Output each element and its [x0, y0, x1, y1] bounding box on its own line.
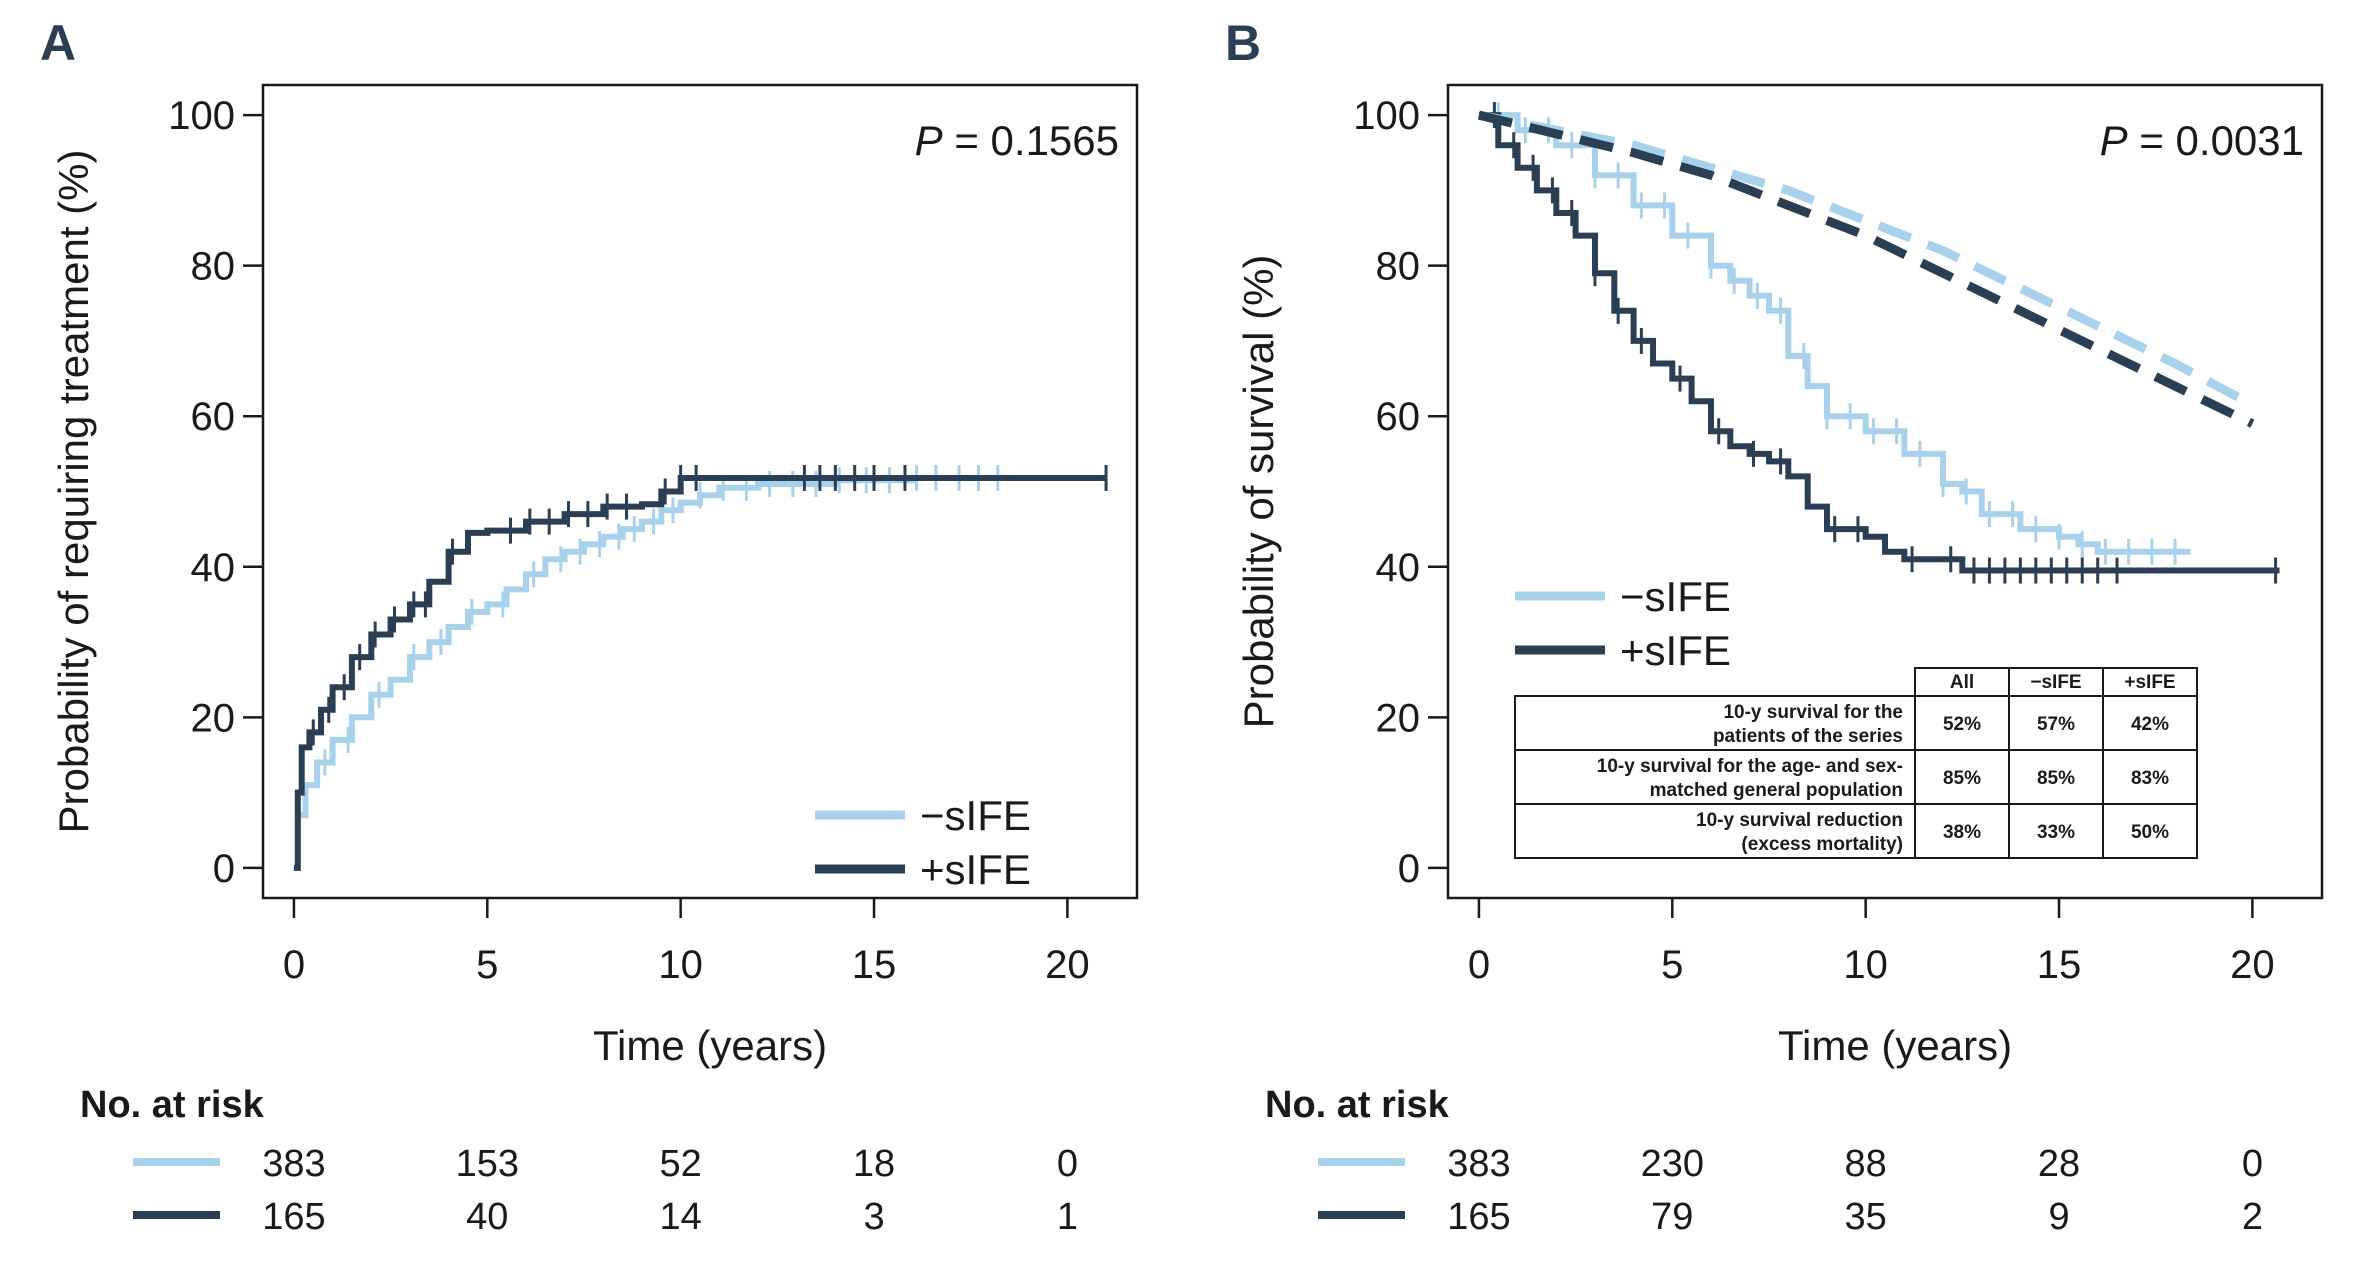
panel-b-series-1-line: [1478, 112, 2280, 574]
panel-b-inset-row-1-value-0: 85%: [1943, 768, 1981, 789]
panel-b-inset-row-0-label-line: patients of the series: [1713, 726, 1903, 747]
panel-b-risk-row-0-value-3: 28: [2038, 1143, 2080, 1185]
panel-a-xtick-label: 5: [476, 943, 498, 987]
panel-a-risk-row-1-value-2: 14: [660, 1196, 702, 1238]
panel-a-risk-row-1-value-0: 165: [262, 1196, 325, 1238]
panel-b-p-value: P = 0.0031: [2100, 117, 2304, 164]
panel-a-risk-row-0-value-0: 383: [262, 1143, 325, 1185]
panel-a-xtick-label: 10: [658, 943, 703, 987]
panel-b-xtick-label: 20: [2230, 943, 2275, 987]
panel-b-risk-title: No. at risk: [1265, 1084, 1450, 1126]
panel-a-risk-row-1-value-3: 3: [863, 1196, 884, 1238]
panel-a-legend-label-1: +sIFE: [920, 846, 1031, 893]
panel-b-ytick-label: 100: [1353, 94, 1420, 138]
panel-a-xtick-label: 20: [1045, 943, 1090, 987]
panel-a-risk-title: No. at risk: [80, 1084, 265, 1126]
panel-b-inset-label-cell: [1514, 803, 1916, 859]
panel-b-p-number: = 0.0031: [2128, 117, 2304, 164]
panel-b-inset-row-2-value-2: 50%: [2131, 822, 2169, 843]
panel-b-inset-row-1-value-2: 83%: [2131, 768, 2169, 789]
panel-b-risk-row-1-value-1: 79: [1651, 1196, 1693, 1238]
panel-b-legend-label-0: −sIFE: [1620, 573, 1731, 620]
panel-b-risk-row-1-value-3: 9: [2048, 1196, 2069, 1238]
panel-b-risk-row-1-value-4: 2: [2242, 1196, 2263, 1238]
panel-b-ytick-label: 20: [1376, 696, 1421, 740]
panel-a-xtick-label: 15: [852, 943, 897, 987]
panel-b-ytick-label: 0: [1398, 847, 1420, 891]
panel-b-xtick-label: 5: [1661, 943, 1683, 987]
panel-b-xtick-label: 15: [2037, 943, 2082, 987]
panel-b-inset-row-0-label-line: 10-y survival for the: [1723, 702, 1903, 723]
panel-a-ytick-label: 40: [191, 546, 236, 590]
panel-b-legend-label-1: +sIFE: [1620, 627, 1731, 674]
panel-b-ytick-label: 40: [1376, 546, 1421, 590]
panel-b-xtick-label: 10: [1843, 943, 1888, 987]
panel-a-risk-row-0-value-4: 0: [1057, 1143, 1078, 1185]
panel-b-letter: B: [1225, 15, 1261, 71]
panel-b-inset-row-1-label-line: 10-y survival for the age- and sex-: [1597, 756, 1903, 777]
panel-b-inset-header-2: +sIFE: [2124, 672, 2175, 693]
panel-a-ytick-label: 100: [168, 94, 235, 138]
panel-b-series-3-dashed-line: [1477, 110, 2255, 428]
panel-b-series-2-dashed-line: [1478, 110, 2255, 409]
panel-b-inset-row-1-label-line: matched general population: [1650, 780, 1903, 801]
panel-b-inset-value-cell: [2102, 695, 2198, 751]
panel-b-inset-value-cell: [1914, 803, 2010, 859]
panel-b-inset-header-cell: [2102, 667, 2198, 697]
panel-b: B 0 20 40 60 80 100 0 5 10 15 20 Time (years) Probabi…: [1185, 0, 2369, 1275]
panel-a-ytick-label: 0: [213, 847, 235, 891]
panel-a-ytick-label: 80: [191, 245, 236, 289]
panel-b-ytick-label: 60: [1376, 395, 1421, 439]
panel-a-p-label: P: [915, 117, 943, 164]
panel-b-inset-header-1: −sIFE: [2030, 672, 2081, 693]
panel-a: A 0 20 40 60 80 100 0 5 10 15 20 Time (years) Probabi…: [0, 0, 1184, 1275]
panel-b-inset-row-0-value-0: 52%: [1943, 714, 1981, 735]
panel-b-inset-row-0-value-1: 57%: [2037, 714, 2075, 735]
panel-b-series-0-line: [1478, 112, 2191, 555]
panel-b-risk-row-0-value-4: 0: [2242, 1143, 2263, 1185]
panel-a-ytick-label: 60: [191, 395, 236, 439]
panel-a-p-value: P = 0.1565: [915, 117, 1119, 164]
panel-b-inset-row-1-value-1: 85%: [2037, 768, 2075, 789]
panel-b-y-axis-title: Probability of survival (%): [1235, 255, 1282, 729]
panel-b-inset-value-cell: [2102, 749, 2198, 805]
panel-a-ytick-label: 20: [191, 696, 236, 740]
panel-b-inset-value-cell: [1914, 695, 2010, 751]
panel-a-y-axis-title: Probability of requiring treatment (%): [50, 150, 97, 834]
panel-b-inset-row-0-value-2: 42%: [2131, 714, 2169, 735]
panel-b-inset-value-cell: [2102, 803, 2198, 859]
panel-b-risk-row-1-value-2: 35: [1845, 1196, 1887, 1238]
panel-a-risk-row-0-value-1: 153: [456, 1143, 519, 1185]
panel-b-inset-row-2-label-line: (excess mortality): [1741, 834, 1903, 855]
panel-a-series-1-line: [293, 475, 1107, 871]
panel-a-risk-row-1-value-4: 1: [1057, 1196, 1078, 1238]
panel-a-risk-row-0-value-2: 52: [660, 1143, 702, 1185]
panel-a-risk-row-1-value-1: 40: [466, 1196, 508, 1238]
panel-a-p-number: = 0.1565: [943, 117, 1119, 164]
panel-b-risk-row-1-value-0: 165: [1447, 1196, 1510, 1238]
panel-a-legend-label-0: −sIFE: [920, 792, 1031, 839]
panel-b-risk-row-0-value-0: 383: [1447, 1143, 1510, 1185]
panel-b-ytick-label: 80: [1376, 245, 1421, 289]
panel-b-risk-row-0-value-1: 230: [1641, 1143, 1704, 1185]
panel-b-inset-label-cell: [1514, 749, 1916, 805]
panel-a-risk-row-0-value-3: 18: [853, 1143, 895, 1185]
panel-b-inset-row-2-value-1: 33%: [2037, 822, 2075, 843]
panel-b-inset-row-2-label-line: 10-y survival reduction: [1696, 810, 1903, 831]
panel-b-plot-frame: [1446, 83, 2324, 900]
panel-a-xtick-label: 0: [283, 943, 305, 987]
panel-a-series-0-line: [293, 475, 1002, 871]
panel-a-x-axis-title: Time (years): [593, 1022, 827, 1069]
panel-b-inset-row-2-value-0: 38%: [1943, 822, 1981, 843]
panel-b-risk-row-0-value-2: 88: [1845, 1143, 1887, 1185]
panel-a-plot-frame: [261, 83, 1139, 900]
panel-a-letter: A: [40, 15, 76, 71]
panel-b-inset-header-cell: [2008, 667, 2104, 697]
panel-b-inset-header-0: All: [1950, 672, 1974, 693]
panel-b-x-axis-title: Time (years): [1778, 1022, 2012, 1069]
panel-b-xtick-label: 0: [1468, 943, 1490, 987]
panel-b-p-label: P: [2100, 117, 2128, 164]
